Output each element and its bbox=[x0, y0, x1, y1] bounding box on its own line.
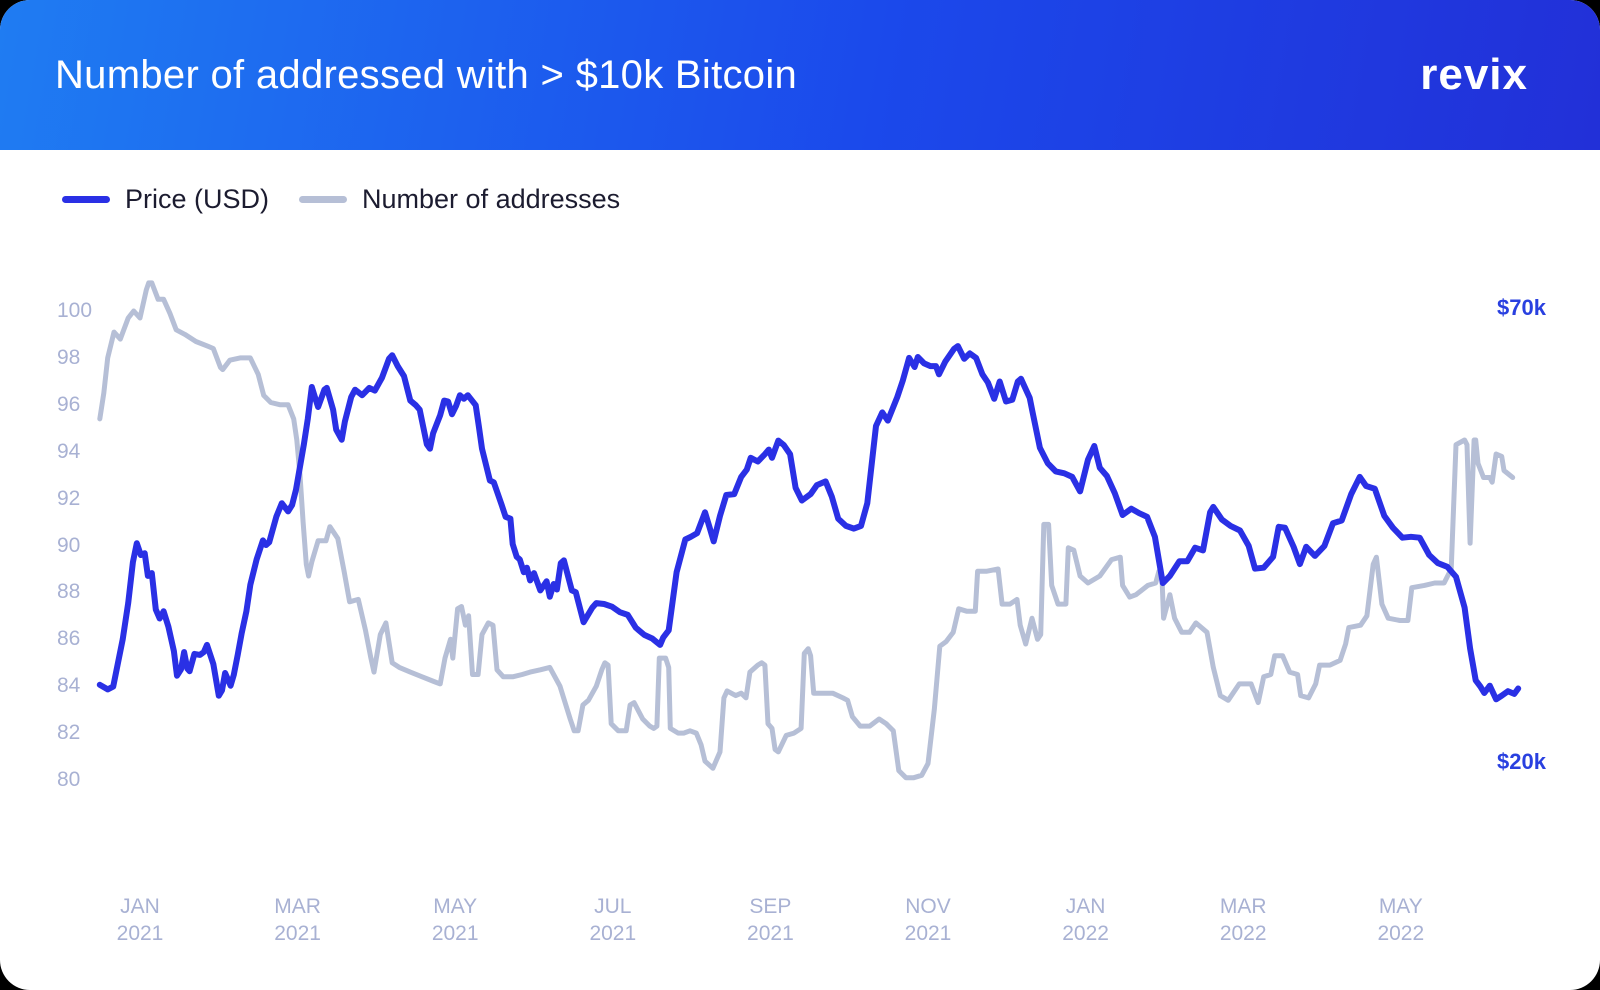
right-axis-tick: $70k bbox=[1497, 295, 1546, 320]
left-axis-tick: 92 bbox=[57, 486, 81, 510]
x-axis-tick: MAY 2022 bbox=[1377, 895, 1425, 945]
legend-label-price: Price (USD) bbox=[125, 184, 270, 214]
page-title: Number of addressed with > $10k Bitcoin bbox=[55, 52, 798, 97]
left-axis-tick: 84 bbox=[57, 674, 81, 698]
price-line-swatch bbox=[62, 196, 110, 203]
right-axis-tick: $20k bbox=[1497, 749, 1546, 774]
x-axis-tick: MAY 2021 bbox=[431, 895, 479, 945]
x-axis-tick: SEP 2021 bbox=[747, 895, 794, 945]
left-axis-tick: 82 bbox=[57, 721, 81, 745]
legend-label-addresses: Number of addresses bbox=[362, 184, 621, 214]
x-axis-tick: MAR 2022 bbox=[1219, 895, 1267, 945]
left-axis-tick: 100 bbox=[57, 299, 93, 322]
left-axis-tick: 80 bbox=[57, 768, 81, 791]
revix-logo: revix bbox=[1420, 50, 1528, 99]
x-axis-tick: JAN 2022 bbox=[1062, 895, 1109, 945]
left-axis-tick: 90 bbox=[57, 533, 81, 557]
left-axis-tick: 88 bbox=[57, 580, 81, 604]
addresses-line-swatch bbox=[299, 196, 348, 203]
legend-item-addresses[interactable]: Number of addresses bbox=[299, 184, 620, 215]
addresses-series-line bbox=[97, 280, 1516, 781]
left-axis-tick: 98 bbox=[57, 345, 81, 369]
left-axis-tick: 96 bbox=[57, 392, 81, 416]
x-axis-tick: JUL 2021 bbox=[589, 895, 637, 945]
chart-legend: Price (USD) Number of addresses bbox=[62, 184, 620, 215]
left-axis-tick: 86 bbox=[57, 627, 81, 651]
left-axis-tick: 94 bbox=[57, 439, 81, 463]
x-axis-tick: MAR 2021 bbox=[274, 895, 321, 945]
x-axis-tick: NOV 2021 bbox=[904, 895, 952, 945]
x-axis-tick: JAN 2021 bbox=[116, 895, 164, 945]
price-series-line bbox=[96, 343, 1522, 703]
legend-item-price[interactable]: Price (USD) bbox=[62, 184, 269, 215]
card-header: Number of addressed with > $10k Bitcoin … bbox=[0, 0, 1600, 150]
